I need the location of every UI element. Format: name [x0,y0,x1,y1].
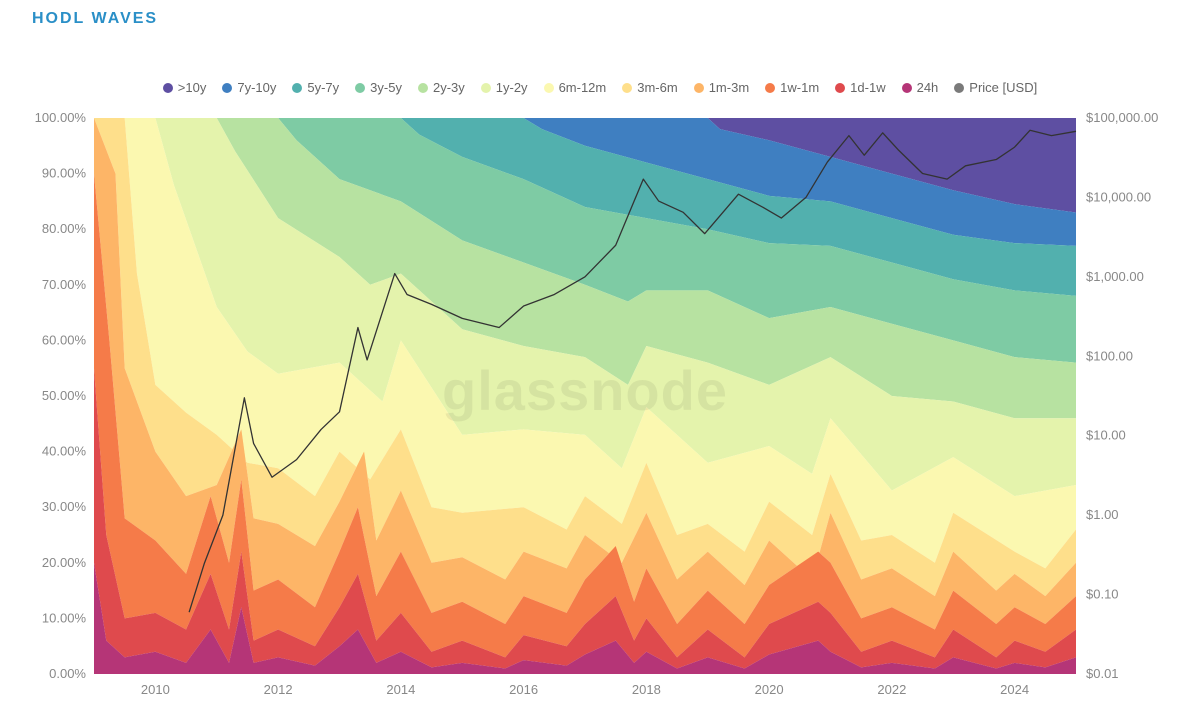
svg-text:0.00%: 0.00% [49,666,86,681]
svg-text:30.00%: 30.00% [42,499,87,514]
svg-text:$10.00: $10.00 [1086,428,1126,443]
legend-swatch [902,83,912,93]
svg-text:2010: 2010 [141,682,170,697]
svg-text:$100.00: $100.00 [1086,348,1133,363]
watermark: glassnode [442,359,728,422]
legend-item[interactable]: 6m-12m [544,80,607,95]
svg-text:70.00%: 70.00% [42,277,87,292]
svg-text:$1.00: $1.00 [1086,507,1119,522]
svg-text:80.00%: 80.00% [42,221,87,236]
legend-swatch [544,83,554,93]
svg-text:$0.01: $0.01 [1086,666,1119,681]
legend-swatch [835,83,845,93]
legend-item[interactable]: 1m-3m [694,80,749,95]
svg-text:20.00%: 20.00% [42,555,87,570]
svg-text:60.00%: 60.00% [42,332,87,347]
legend-item[interactable]: 1y-2y [481,80,528,95]
legend-swatch [222,83,232,93]
svg-text:2024: 2024 [1000,682,1029,697]
legend-item[interactable]: 24h [902,80,939,95]
svg-text:2012: 2012 [264,682,293,697]
legend-item[interactable]: 5y-7y [292,80,339,95]
svg-text:50.00%: 50.00% [42,388,87,403]
svg-text:40.00%: 40.00% [42,444,87,459]
svg-text:2020: 2020 [755,682,784,697]
legend-swatch [481,83,491,93]
svg-text:$1,000.00: $1,000.00 [1086,269,1144,284]
legend-swatch [622,83,632,93]
legend-swatch [163,83,173,93]
svg-text:100.00%: 100.00% [35,110,87,125]
legend-swatch [954,83,964,93]
svg-text:2014: 2014 [386,682,415,697]
legend-item[interactable]: >10y [163,80,207,95]
legend-item[interactable]: Price [USD] [954,80,1037,95]
chart-title: HODL WAVES [32,10,158,28]
legend-swatch [418,83,428,93]
svg-text:2016: 2016 [509,682,538,697]
svg-text:90.00%: 90.00% [42,166,87,181]
legend-item[interactable]: 1d-1w [835,80,885,95]
legend-swatch [355,83,365,93]
legend-item[interactable]: 3y-5y [355,80,402,95]
svg-text:2018: 2018 [632,682,661,697]
hodl-waves-chart: glassnode 0.00% 10.00% 20.00% 30.00% 40.00% 50… [32,100,1168,710]
legend-item[interactable]: 7y-10y [222,80,276,95]
legend-item[interactable]: 2y-3y [418,80,465,95]
legend-swatch [694,83,704,93]
legend: >10y 7y-10y 5y-7y 3y-5y 2y-3y 1y-2y 6m-12m 3m-6… [0,80,1200,96]
svg-text:10.00%: 10.00% [42,610,87,625]
legend-item[interactable]: 1w-1m [765,80,819,95]
svg-text:$0.10: $0.10 [1086,587,1119,602]
legend-swatch [292,83,302,93]
legend-item[interactable]: 3m-6m [622,80,677,95]
svg-text:2022: 2022 [877,682,906,697]
svg-text:$10,000.00: $10,000.00 [1086,189,1151,204]
svg-text:$100,000.00: $100,000.00 [1086,110,1158,125]
legend-swatch [765,83,775,93]
